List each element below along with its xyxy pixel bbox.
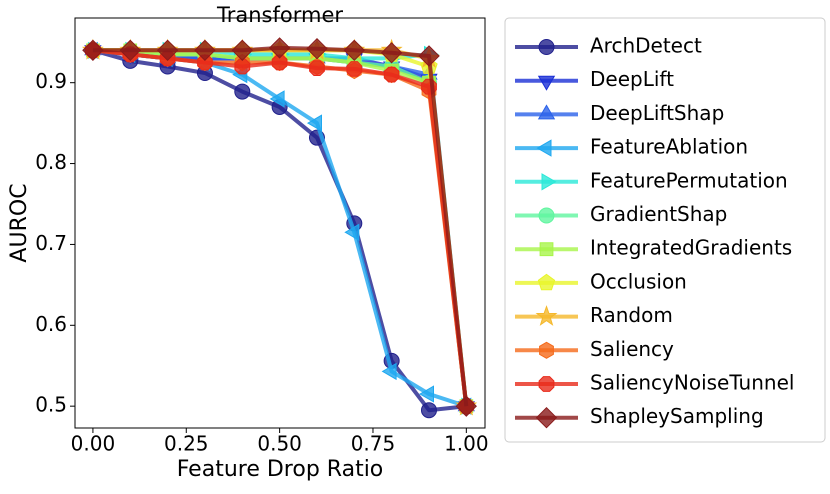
- marker: [309, 60, 325, 76]
- marker: [197, 54, 213, 71]
- marker: [119, 39, 142, 62]
- legend-label: ShapleySampling: [590, 404, 764, 428]
- legend-label: FeatureAblation: [590, 135, 748, 159]
- marker: [381, 362, 397, 381]
- x-tick-label: 0.75: [351, 432, 396, 456]
- y-tick-label: 0.7: [35, 231, 67, 255]
- x-tick-label: 1.00: [444, 432, 489, 456]
- marker: [156, 39, 179, 62]
- y-axis-label: AUROC: [7, 183, 32, 262]
- marker: [82, 39, 104, 62]
- marker: [538, 376, 555, 392]
- x-tick-label: 0.25: [164, 432, 209, 456]
- marker: [539, 341, 554, 359]
- legend-box: [504, 17, 826, 443]
- marker: [536, 139, 552, 157]
- x-tick-label: 0.00: [71, 432, 116, 456]
- marker: [538, 207, 555, 224]
- legend-label: Occlusion: [590, 269, 687, 293]
- chart-title: Transformer: [216, 3, 343, 27]
- marker: [194, 39, 216, 62]
- marker: [306, 37, 328, 60]
- marker: [271, 54, 288, 71]
- marker: [234, 83, 251, 100]
- marker: [537, 75, 556, 91]
- legend-label: DeepLiftShap: [590, 101, 724, 125]
- marker: [419, 385, 434, 403]
- marker: [418, 45, 440, 67]
- y-tick-label: 0.8: [35, 150, 67, 174]
- marker: [269, 90, 285, 108]
- marker: [538, 39, 555, 55]
- marker: [535, 305, 558, 326]
- marker: [268, 37, 291, 59]
- y-tick-label: 0.6: [35, 312, 67, 336]
- legend-label: ArchDetect: [590, 34, 702, 58]
- marker: [420, 402, 437, 419]
- x-axis-label: Feature Drop Ratio: [177, 457, 384, 482]
- marker: [455, 395, 478, 417]
- marker: [380, 42, 403, 64]
- marker: [537, 104, 556, 120]
- marker: [344, 223, 360, 241]
- marker: [539, 242, 554, 257]
- marker: [346, 61, 363, 77]
- legend-label: DeepLift: [590, 67, 674, 91]
- marker: [537, 273, 556, 291]
- legend-label: GradientShap: [590, 202, 727, 226]
- legend-label: IntegratedGradients: [590, 236, 792, 260]
- marker: [234, 58, 251, 75]
- plot-frame: [74, 17, 486, 429]
- marker: [307, 114, 322, 132]
- marker: [231, 39, 254, 62]
- marker: [343, 39, 366, 62]
- legend-label: Random: [590, 303, 673, 327]
- legend-label: Saliency: [590, 337, 674, 361]
- x-tick-label: 0.50: [257, 432, 302, 456]
- legend-label: SaliencyNoiseTunnel: [590, 371, 794, 395]
- y-tick-label: 0.9: [35, 69, 67, 93]
- legend-label: FeaturePermutation: [590, 168, 788, 192]
- y-tick-label: 0.5: [35, 393, 67, 417]
- marker: [535, 406, 558, 429]
- marker: [383, 66, 400, 83]
- marker: [541, 173, 557, 191]
